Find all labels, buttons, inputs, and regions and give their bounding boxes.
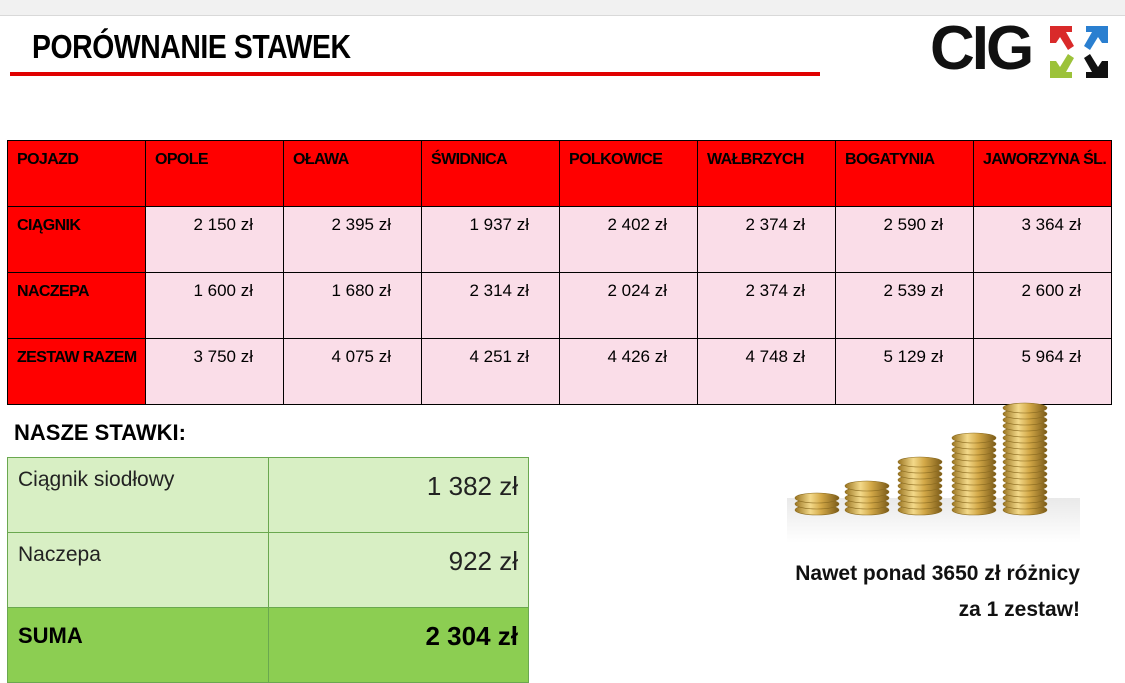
table-cell: 2 374 zł [697, 272, 836, 339]
table-cell: 2 600 zł [973, 272, 1112, 339]
table-cell: 1 600 zł [145, 272, 284, 339]
column-header: OPOLE [145, 140, 284, 207]
cig-logo: CIG [930, 14, 1115, 84]
page-title: PORÓWNANIE STAWEK [32, 28, 351, 65]
row-label: ZESTAW RAZEM [7, 338, 146, 405]
table-row: Naczepa 922 zł [7, 532, 529, 608]
column-header: ŚWIDNICA [421, 140, 560, 207]
table-cell: 1 680 zł [283, 272, 422, 339]
column-header: POJAZD [7, 140, 146, 207]
table-cell: 4 426 zł [559, 338, 698, 405]
top-bar [0, 0, 1125, 16]
table-cell: 2 402 zł [559, 206, 698, 273]
table-row: NACZEPA 1 600 zł 1 680 zł 2 314 zł 2 024… [7, 272, 1112, 339]
coin [794, 492, 840, 504]
table-header-row: POJAZD OPOLE OŁAWA ŚWIDNICA POLKOWICE WA… [7, 140, 1112, 207]
table-cell: 2 374 zł [697, 206, 836, 273]
our-rates-heading: NASZE STAWKI: [14, 420, 186, 445]
total-value: 2 304 zł [267, 607, 529, 683]
coin [844, 480, 890, 492]
table-cell: 5 964 zł [973, 338, 1112, 405]
logo-arrows-icon [1050, 26, 1108, 78]
column-header: OŁAWA [283, 140, 422, 207]
row-label: Ciągnik siodłowy [7, 457, 269, 533]
table-cell: 1 937 zł [421, 206, 560, 273]
coin [951, 432, 997, 444]
row-value: 922 zł [267, 532, 529, 608]
table-cell: 2 150 zł [145, 206, 284, 273]
table-cell: 3 750 zł [145, 338, 284, 405]
our-rates-table: Ciągnik siodłowy 1 382 zł Naczepa 922 zł… [7, 457, 529, 683]
row-value: 1 382 zł [267, 457, 529, 533]
table-cell: 2 539 zł [835, 272, 974, 339]
column-header: WAŁBRZYCH [697, 140, 836, 207]
rates-comparison-table: POJAZD OPOLE OŁAWA ŚWIDNICA POLKOWICE WA… [7, 140, 1112, 405]
row-label: CIĄGNIK [7, 206, 146, 273]
table-cell: 2 024 zł [559, 272, 698, 339]
column-header: JAWORZYNA ŚL. [973, 140, 1112, 207]
table-row: CIĄGNIK 2 150 zł 2 395 zł 1 937 zł 2 402… [7, 206, 1112, 273]
column-header: POLKOWICE [559, 140, 698, 207]
coin [1002, 402, 1048, 414]
promo-line-1: Nawet ponad 3650 zł różnicy [795, 562, 1080, 585]
table-cell: 4 251 zł [421, 338, 560, 405]
coin [897, 456, 943, 468]
table-cell: 3 364 zł [973, 206, 1112, 273]
table-cell: 2 395 zł [283, 206, 422, 273]
logo-text: CIG [930, 14, 1034, 83]
table-cell: 2 314 zł [421, 272, 560, 339]
table-cell: 2 590 zł [835, 206, 974, 273]
title-underline [10, 72, 820, 76]
table-row: ZESTAW RAZEM 3 750 zł 4 075 zł 4 251 zł … [7, 338, 1112, 405]
table-row: Ciągnik siodłowy 1 382 zł [7, 457, 529, 533]
promo-line-2: za 1 zestaw! [958, 598, 1080, 621]
table-cell: 5 129 zł [835, 338, 974, 405]
total-label: SUMA [7, 607, 269, 683]
table-cell: 4 748 zł [697, 338, 836, 405]
row-label: Naczepa [7, 532, 269, 608]
total-row: SUMA 2 304 zł [7, 607, 529, 683]
column-header: BOGATYNIA [835, 140, 974, 207]
row-label: NACZEPA [7, 272, 146, 339]
coin-stacks-image [787, 402, 1080, 543]
table-cell: 4 075 zł [283, 338, 422, 405]
